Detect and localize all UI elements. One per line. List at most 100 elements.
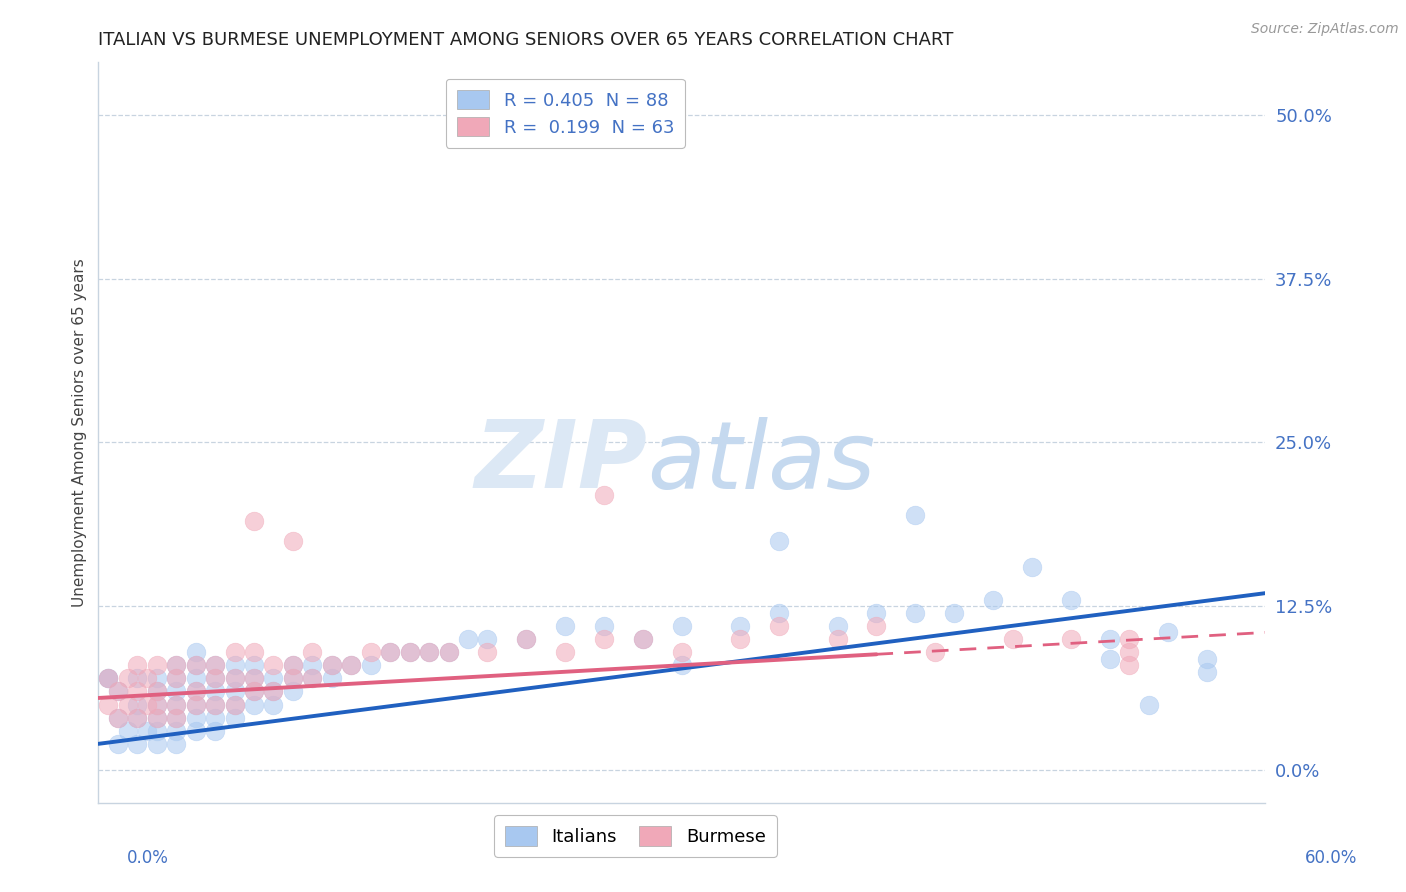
Point [1195,665,1218,679]
Point [301,645,323,659]
Point [281,671,304,685]
Point [224,671,246,685]
Point [127,711,149,725]
Point [165,711,187,725]
Point [827,619,849,633]
Point [437,645,460,659]
Point [593,632,616,646]
Point [631,632,654,646]
Point [146,698,169,712]
Point [136,723,159,738]
Point [184,658,207,673]
Point [340,658,363,673]
Point [554,645,576,659]
Point [981,592,1004,607]
Point [117,671,139,685]
Point [184,711,207,725]
Point [204,658,226,673]
Point [515,632,537,646]
Point [1118,645,1140,659]
Point [671,645,693,659]
Legend: Italians, Burmese: Italians, Burmese [494,815,776,856]
Point [97,671,120,685]
Point [146,723,169,738]
Point [107,684,129,698]
Point [165,684,187,698]
Point [1137,698,1160,712]
Point [360,658,382,673]
Point [127,671,149,685]
Y-axis label: Unemployment Among Seniors over 65 years: Unemployment Among Seniors over 65 years [72,259,87,607]
Point [165,698,187,712]
Point [262,684,284,698]
Point [243,514,266,528]
Point [768,606,790,620]
Point [943,606,966,620]
Point [827,632,849,646]
Point [107,711,129,725]
Point [281,533,304,548]
Text: ZIP: ZIP [474,417,647,508]
Point [224,671,246,685]
Point [1118,632,1140,646]
Point [457,632,479,646]
Point [107,684,129,698]
Point [146,671,169,685]
Point [730,632,752,646]
Point [281,671,304,685]
Point [204,671,226,685]
Point [437,645,460,659]
Point [904,508,927,522]
Point [165,671,187,685]
Point [1098,651,1121,665]
Point [204,671,226,685]
Point [146,711,169,725]
Point [107,737,129,751]
Point [380,645,402,659]
Point [301,658,323,673]
Point [1195,651,1218,665]
Point [262,684,284,698]
Point [768,533,790,548]
Point [146,658,169,673]
Point [1060,592,1083,607]
Point [204,698,226,712]
Point [243,684,266,698]
Point [136,671,159,685]
Point [262,671,284,685]
Point [224,698,246,712]
Point [301,671,323,685]
Point [146,684,169,698]
Point [204,711,226,725]
Point [146,737,169,751]
Point [184,698,207,712]
Point [243,698,266,712]
Point [243,684,266,698]
Text: atlas: atlas [647,417,875,508]
Point [321,658,343,673]
Point [165,711,187,725]
Point [301,671,323,685]
Point [671,619,693,633]
Point [184,698,207,712]
Point [477,632,499,646]
Point [204,723,226,738]
Point [418,645,440,659]
Point [1098,632,1121,646]
Point [117,698,139,712]
Point [1021,560,1043,574]
Text: Source: ZipAtlas.com: Source: ZipAtlas.com [1251,22,1399,37]
Point [398,645,420,659]
Point [671,658,693,673]
Point [1118,658,1140,673]
Text: ITALIAN VS BURMESE UNEMPLOYMENT AMONG SENIORS OVER 65 YEARS CORRELATION CHART: ITALIAN VS BURMESE UNEMPLOYMENT AMONG SE… [98,31,953,49]
Point [224,698,246,712]
Point [593,108,616,122]
Point [165,671,187,685]
Point [515,632,537,646]
Point [146,684,169,698]
Point [97,671,120,685]
Point [127,737,149,751]
Point [165,658,187,673]
Point [224,658,246,673]
